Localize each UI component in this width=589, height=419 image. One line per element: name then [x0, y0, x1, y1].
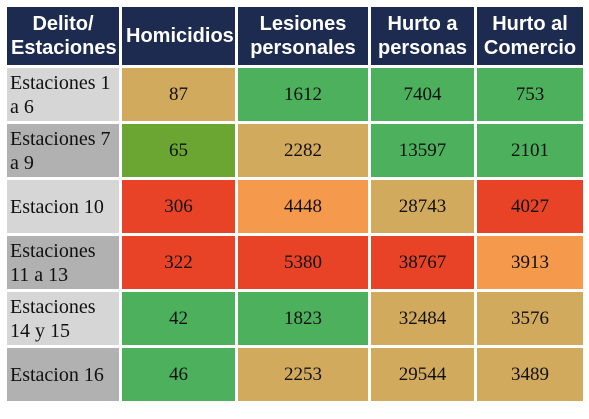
header-lesiones-personales: Lesiones personales [238, 7, 368, 65]
homicidios-cell: 87 [122, 68, 235, 121]
table-row: Estacion 16 46 2253 29544 3489 [7, 348, 583, 401]
station-label: Estaciones 1 a 6 [7, 68, 119, 121]
hurto-personas-cell: 28743 [371, 180, 474, 233]
table-row: Estaciones 7 a 9 65 2282 13597 2101 [7, 124, 583, 177]
hurto-comercio-cell: 3576 [477, 292, 583, 345]
hurto-personas-cell: 13597 [371, 124, 474, 177]
hurto-personas-cell: 32484 [371, 292, 474, 345]
lesiones-cell: 1823 [238, 292, 368, 345]
table-row: Estaciones 11 a 13 322 5380 38767 3913 [7, 236, 583, 289]
station-label: Estaciones 11 a 13 [7, 236, 119, 289]
hurto-comercio-cell: 753 [477, 68, 583, 121]
lesiones-cell: 2253 [238, 348, 368, 401]
table-row: Estacion 10 306 4448 28743 4027 [7, 180, 583, 233]
hurto-personas-cell: 7404 [371, 68, 474, 121]
hurto-personas-cell: 29544 [371, 348, 474, 401]
station-label: Estacion 16 [7, 348, 119, 401]
hurto-comercio-cell: 4027 [477, 180, 583, 233]
homicidios-cell: 306 [122, 180, 235, 233]
lesiones-cell: 4448 [238, 180, 368, 233]
header-hurto-comercio: Hurto al Comercio [477, 7, 583, 65]
hurto-comercio-cell: 2101 [477, 124, 583, 177]
lesiones-cell: 5380 [238, 236, 368, 289]
station-label: Estacion 10 [7, 180, 119, 233]
homicidios-cell: 46 [122, 348, 235, 401]
hurto-personas-cell: 38767 [371, 236, 474, 289]
homicidios-cell: 322 [122, 236, 235, 289]
hurto-comercio-cell: 3489 [477, 348, 583, 401]
lesiones-cell: 1612 [238, 68, 368, 121]
table-row: Estaciones 14 y 15 42 1823 32484 3576 [7, 292, 583, 345]
crime-by-station-table: Delito/ Estaciones Homicidios Lesiones p… [4, 4, 586, 404]
homicidios-cell: 42 [122, 292, 235, 345]
header-delito-estaciones: Delito/ Estaciones [7, 7, 119, 65]
station-label: Estaciones 14 y 15 [7, 292, 119, 345]
header-hurto-personas: Hurto a personas [371, 7, 474, 65]
station-label: Estaciones 7 a 9 [7, 124, 119, 177]
lesiones-cell: 2282 [238, 124, 368, 177]
header-row: Delito/ Estaciones Homicidios Lesiones p… [7, 7, 583, 65]
hurto-comercio-cell: 3913 [477, 236, 583, 289]
header-homicidios: Homicidios [122, 7, 235, 65]
table-row: Estaciones 1 a 6 87 1612 7404 753 [7, 68, 583, 121]
homicidios-cell: 65 [122, 124, 235, 177]
